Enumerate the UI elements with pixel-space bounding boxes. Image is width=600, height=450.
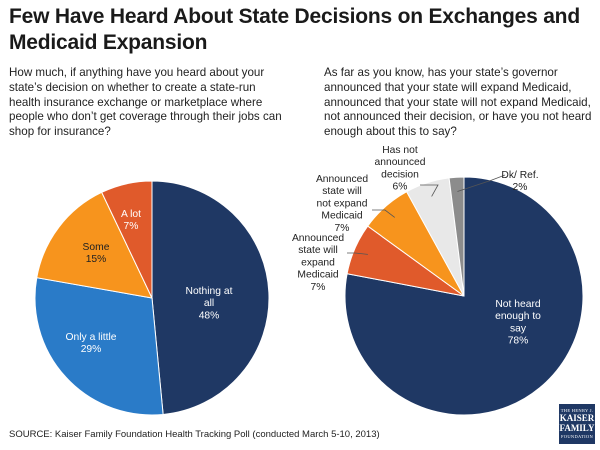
slice-label-only-a-little: Only a little 29% bbox=[66, 332, 117, 355]
pie-slice-some bbox=[36, 191, 153, 299]
kff-logo: THE HENRY J. KAISER FAMILY FOUNDATION bbox=[559, 404, 595, 444]
logo-line1: THE HENRY J. bbox=[560, 408, 594, 413]
slice-label-a-lot: A lot 7% bbox=[121, 209, 141, 232]
pie-slice-nothing-at-all bbox=[151, 180, 270, 416]
right-question: As far as you know, has your state’s gov… bbox=[324, 66, 592, 139]
source-note: SOURCE: Kaiser Family Foundation Health … bbox=[9, 429, 380, 440]
logo-line3: FOUNDATION bbox=[561, 434, 593, 439]
chart-title: Few Have Heard About State Decisions on … bbox=[9, 5, 580, 54]
logo-line2b: FAMILY bbox=[559, 423, 595, 433]
slice-label-nothing-at-all: Nothing at all 48% bbox=[186, 286, 233, 321]
left-question: How much, if anything have you heard abo… bbox=[9, 66, 282, 139]
pie-slice-a-lot bbox=[101, 180, 153, 299]
pie-slice-only-a-little bbox=[34, 277, 164, 416]
slice-label-some: Some 15% bbox=[83, 242, 110, 265]
logo-line2a: KAISER bbox=[559, 413, 595, 423]
